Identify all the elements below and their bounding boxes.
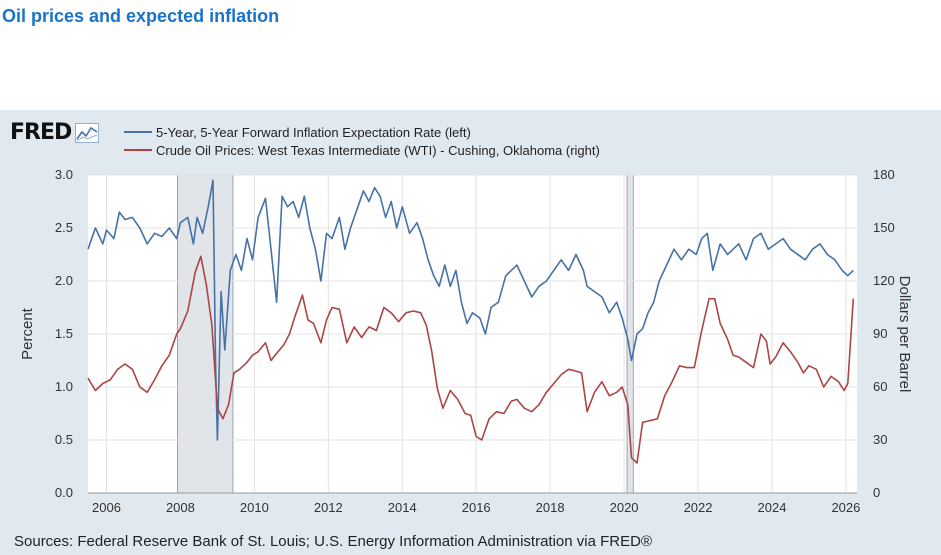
x-tick-2008: 2008 — [166, 500, 195, 515]
right-axis-ticks: 0 30 60 90 120 150 180 — [873, 167, 895, 500]
y-axis-label-left: Percent — [19, 307, 36, 360]
x-tick-2014: 2014 — [388, 500, 417, 515]
series-line-inflation — [87, 179, 854, 441]
left-axis-ticks: 0.0 0.5 1.0 1.5 2.0 2.5 3.0 — [55, 167, 73, 500]
legend-entry-inflation[interactable]: 5-Year, 5-Year Forward Inflation Expecta… — [124, 123, 600, 141]
x-tick-2016: 2016 — [462, 500, 491, 515]
x-tick-2024: 2024 — [758, 500, 787, 515]
y-axis-label-right: Dollars per Barrel — [896, 276, 913, 393]
x-tick-2020: 2020 — [610, 500, 639, 515]
y-tick-left-0: 0.0 — [55, 485, 73, 500]
fred-logo-text: FRED — [10, 120, 72, 145]
y-tick-left-1: 0.5 — [55, 432, 73, 447]
y-tick-right-6: 180 — [873, 167, 895, 182]
line-graph-icon — [75, 122, 100, 143]
x-tick-2018: 2018 — [536, 500, 565, 515]
x-axis-ticks: 2006 2008 2010 2012 2014 2016 2018 2020 2022 2024… — [92, 500, 860, 515]
x-tick-2010: 2010 — [240, 500, 269, 515]
y-tick-right-1: 30 — [873, 432, 887, 447]
y-tick-left-6: 3.0 — [55, 167, 73, 182]
y-tick-right-3: 90 — [873, 326, 887, 341]
x-tick-2022: 2022 — [684, 500, 713, 515]
page-title: Oil prices and expected inflation — [2, 6, 280, 26]
legend-swatch-inflation — [124, 131, 152, 133]
y-tick-left-3: 1.5 — [55, 326, 73, 341]
legend-label-oil: Crude Oil Prices: West Texas Intermediat… — [156, 142, 600, 158]
x-tick-2012: 2012 — [314, 500, 343, 515]
y-tick-right-4: 120 — [873, 273, 895, 288]
legend-swatch-oil — [124, 149, 152, 151]
legend-label-inflation: 5-Year, 5-Year Forward Inflation Expecta… — [156, 124, 471, 140]
y-tick-right-2: 60 — [873, 379, 887, 394]
y-tick-left-2: 1.0 — [55, 379, 73, 394]
x-tick-2006: 2006 — [92, 500, 121, 515]
y-tick-left-4: 2.0 — [55, 273, 73, 288]
chart-legend: 5-Year, 5-Year Forward Inflation Expecta… — [124, 123, 600, 159]
y-tick-right-0: 0 — [873, 485, 880, 500]
legend-entry-oil[interactable]: Crude Oil Prices: West Texas Intermediat… — [124, 141, 600, 159]
grid-lines — [88, 174, 857, 494]
x-tick-2026: 2026 — [831, 500, 860, 515]
source-text: Sources: Federal Reserve Bank of St. Lou… — [14, 533, 652, 550]
fred-logo[interactable]: FRED — [10, 120, 100, 145]
y-tick-left-5: 2.5 — [55, 220, 73, 235]
y-tick-right-5: 150 — [873, 220, 895, 235]
series-lines — [87, 179, 855, 464]
series-line-oil — [87, 255, 855, 464]
